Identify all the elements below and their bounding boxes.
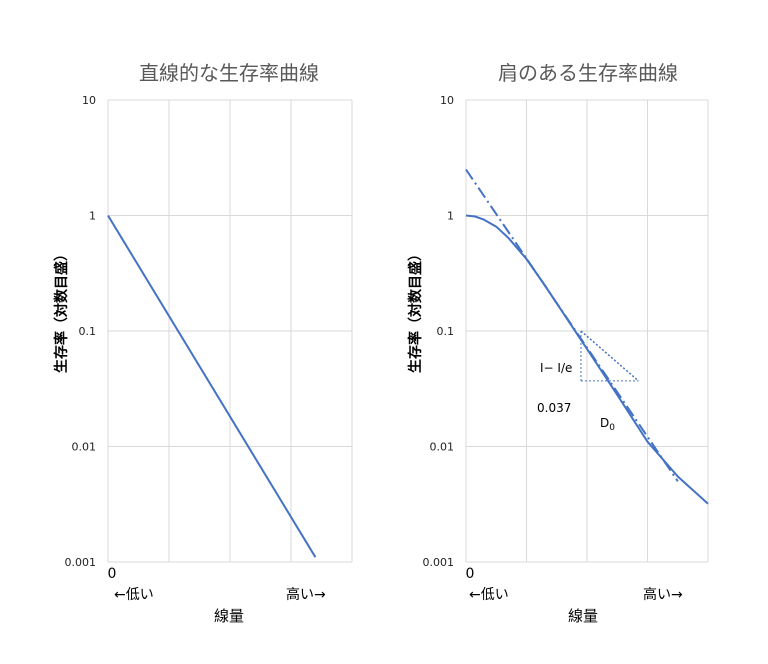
x-zero-label: 0 [108,566,117,582]
y-tick-labels: 10 1 0.1 0.01 0.001 [65,94,97,569]
x-axis-label: 線量 [214,607,244,625]
y-axis-label: 生存率（対数目盛） [53,247,70,373]
y-tick-label: 0.01 [430,441,455,454]
chart-title: 肩のある生存率曲線 [498,61,678,85]
series-lines [465,168,709,505]
x-low-label: ←低い [114,587,154,603]
y-tick-label: 0.001 [65,556,97,569]
chart-title: 直線的な生存率曲線 [139,61,319,85]
survival-curve-line [107,214,317,558]
bracket-diagonal [580,330,639,382]
d0-label: D0 [600,416,615,433]
d0-main: D [600,416,609,430]
y-tick-label: 0.01 [72,441,97,454]
y-tick-label: 1 [447,210,454,223]
ratio-label: I− I/e [540,361,572,375]
level-label: 0.037 [537,401,571,415]
y-tick-label: 10 [82,94,96,107]
extrapolation-dashdot-line [465,168,679,482]
gridlines [465,99,709,563]
x-zero-label: 0 [466,566,475,582]
y-tick-label: 1 [89,210,96,223]
x-axis-label: 線量 [568,607,598,625]
y-tick-labels: 10 1 0.1 0.01 0.001 [423,94,455,569]
x-low-label: ←低い [469,587,509,603]
gridlines [107,99,353,563]
x-high-label: 高い→ [643,586,683,603]
y-tick-label: 0.1 [79,325,97,338]
y-tick-label: 0.1 [437,325,455,338]
series-lines [107,214,317,558]
x-high-label: 高い→ [286,586,326,603]
y-tick-label: 0.001 [423,556,455,569]
y-tick-label: 10 [440,94,454,107]
chart-linear-survival: 直線的な生存率曲線 10 1 0.1 0.01 0.001 0 ←低い 高い→ 線量 生… [53,61,353,625]
chart-shoulder-survival: 肩のある生存率曲線 10 1 0.1 0.01 0.001 I− I/e 0.037 D… [407,61,709,625]
d0-subscript: 0 [609,423,615,433]
y-axis-label: 生存率（対数目盛） [407,247,424,373]
d0-bracket [580,330,639,382]
